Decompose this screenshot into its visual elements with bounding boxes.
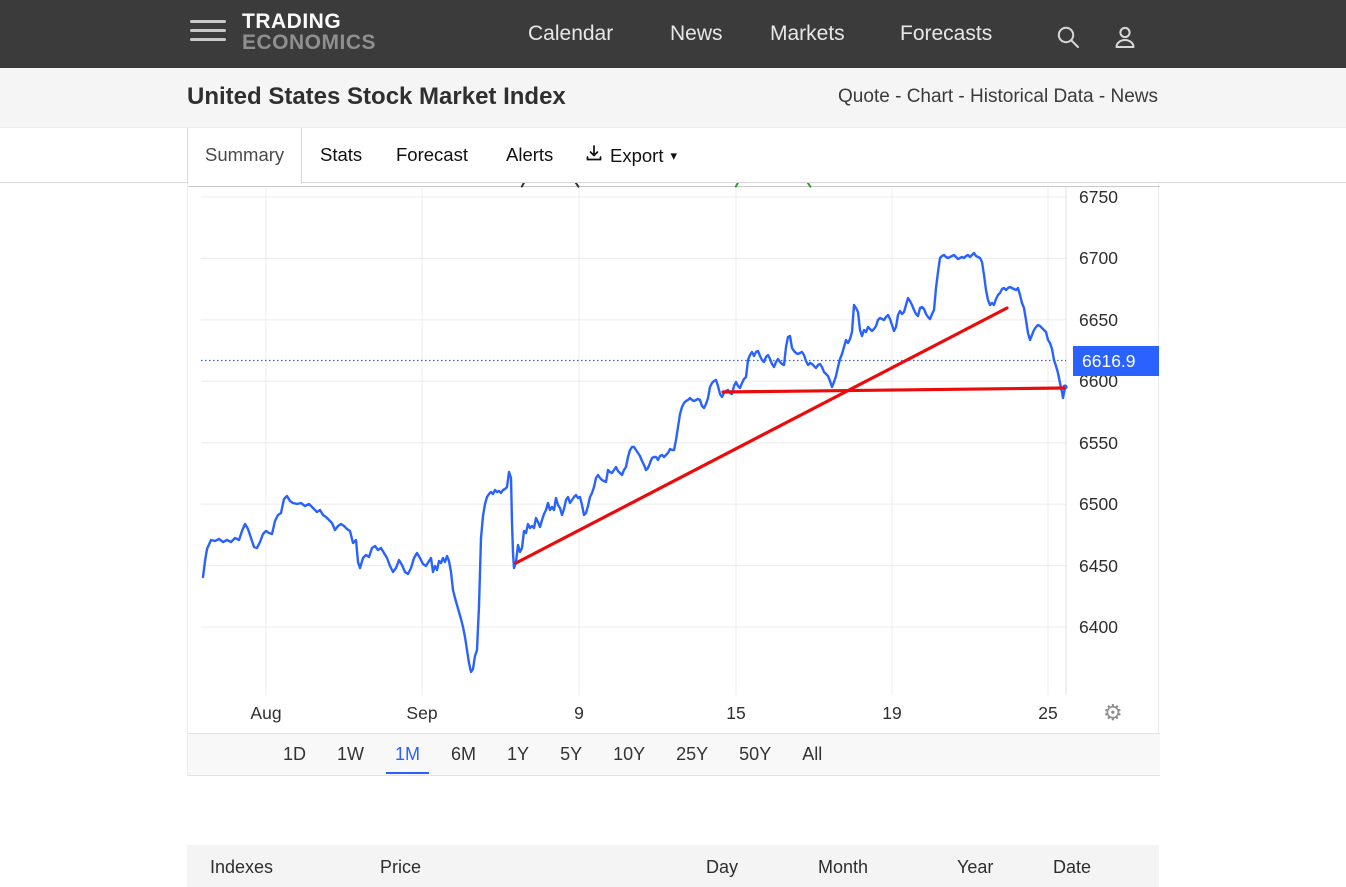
trendline	[721, 386, 1066, 394]
nav-item-news[interactable]: News	[670, 22, 723, 45]
x-axis: ⚙ Aug Sep 9 15 19 25	[188, 695, 1160, 733]
range-50y[interactable]: 50Y	[739, 744, 772, 764]
y-axis-label: 6700	[1079, 248, 1118, 269]
tab-alerts[interactable]: Alerts	[506, 144, 554, 165]
col-price: Price	[380, 857, 422, 877]
tab-forecast[interactable]: Forecast	[396, 144, 468, 165]
nav-item-forecasts[interactable]: Forecasts	[900, 22, 993, 45]
link-news[interactable]: News	[1110, 86, 1158, 107]
brand-logo[interactable]: TRADING ECONOMICS	[242, 10, 377, 54]
brand-line2: ECONOMICS	[242, 31, 377, 54]
col-indexes: Indexes	[210, 857, 274, 877]
search-icon[interactable]	[1055, 24, 1081, 50]
export-label: Export	[610, 144, 664, 166]
y-axis-label: 6400	[1079, 617, 1118, 637]
title-bar: United States Stock Market Index Quote -…	[0, 68, 1346, 128]
range-selector: 1D 1W 1M 6M 1Y 5Y 10Y 25Y 50Y All	[188, 733, 1160, 776]
tabs-bar: Summary Stats Forecast Alerts Export ▾	[0, 128, 1346, 184]
indexes-table-header: Indexes Price Day Month Year Date	[187, 845, 1159, 887]
range-1y[interactable]: 1Y	[507, 744, 530, 764]
chart-card: 6616.9 6750 6700 6650 6600 6550 6500 6450 6400 …	[187, 183, 1160, 776]
menu-icon[interactable]	[190, 20, 226, 48]
current-price-badge: 6616.9	[1073, 345, 1159, 376]
y-axis-label: 6500	[1079, 494, 1118, 515]
page-title: United States Stock Market Index	[187, 83, 566, 110]
range-1w[interactable]: 1W	[337, 744, 365, 764]
col-date: Date	[1053, 857, 1092, 877]
x-axis-label: Sep	[406, 703, 438, 723]
y-axis-label: 6600	[1079, 371, 1118, 392]
export-button[interactable]: Export ▾	[585, 128, 677, 183]
y-axis-label: 6450	[1079, 555, 1118, 576]
tab-stats[interactable]: Stats	[320, 144, 363, 165]
brand-line1: TRADING	[242, 10, 342, 33]
trendline	[514, 306, 1009, 565]
link-separator: -	[1093, 86, 1111, 107]
col-year: Year	[957, 857, 994, 877]
chart-plot[interactable]: 6616.9 6750 6700 6650 6600 6550 6500 6450 6400	[188, 183, 1160, 695]
y-axis-label: 6750	[1079, 187, 1118, 207]
price-line	[201, 251, 1067, 674]
nav-item-calendar[interactable]: Calendar	[528, 22, 614, 45]
link-quote[interactable]: Quote	[838, 86, 890, 107]
x-axis-label: 15	[726, 703, 746, 723]
x-axis-label: 9	[574, 703, 584, 723]
x-axis-label: 25	[1038, 703, 1058, 723]
range-25y[interactable]: 25Y	[676, 744, 709, 764]
link-separator: -	[953, 86, 971, 107]
range-1m[interactable]: 1M	[386, 744, 430, 774]
link-chart[interactable]: Chart	[906, 86, 954, 107]
nav-item-markets[interactable]: Markets	[770, 22, 845, 45]
col-month: Month	[818, 857, 869, 877]
top-nav: TRADING ECONOMICS Calendar News Markets …	[0, 0, 1346, 68]
chevron-down-icon: ▾	[670, 147, 677, 163]
col-day: Day	[706, 857, 739, 877]
user-icon[interactable]	[1112, 24, 1138, 50]
gear-icon[interactable]: ⚙	[1103, 700, 1123, 725]
quick-links: Quote - Chart - Historical Data - News	[838, 68, 1158, 128]
tab-summary[interactable]: Summary	[187, 128, 303, 184]
y-axis-label: 6650	[1079, 309, 1118, 330]
chart-svg	[188, 186, 1160, 695]
link-historical-data[interactable]: Historical Data	[970, 86, 1094, 107]
x-axis-label: 19	[882, 703, 902, 723]
x-axis-label: Aug	[250, 703, 282, 723]
range-1d[interactable]: 1D	[283, 744, 307, 764]
range-10y[interactable]: 10Y	[613, 744, 646, 764]
range-all[interactable]: All	[802, 744, 823, 764]
range-6m[interactable]: 6M	[451, 744, 477, 764]
range-5y[interactable]: 5Y	[560, 744, 583, 764]
download-icon	[585, 129, 603, 183]
link-separator: -	[889, 86, 907, 107]
y-axis-label: 6550	[1079, 432, 1118, 453]
